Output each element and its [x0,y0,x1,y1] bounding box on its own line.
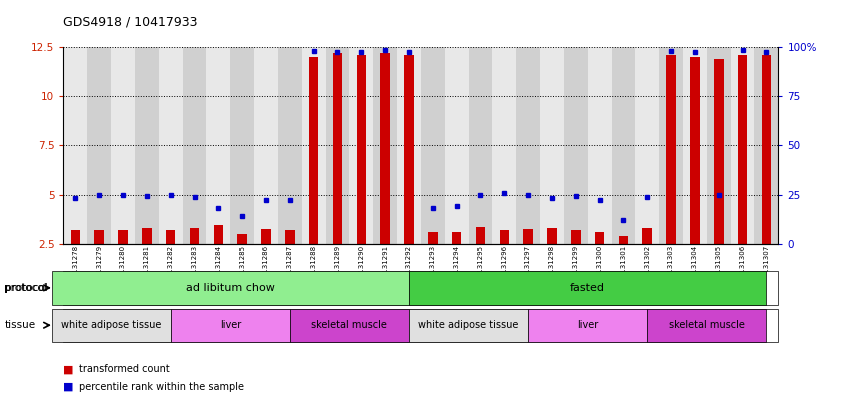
Bar [475,227,486,244]
Bar [238,234,247,244]
Text: liver: liver [220,320,241,330]
Bar [118,230,128,244]
Text: transformed count: transformed count [79,364,169,375]
Text: GDS4918 / 10417933: GDS4918 / 10417933 [63,16,198,29]
Text: percentile rank within the sample: percentile rank within the sample [79,382,244,392]
Bar [499,230,509,244]
Text: ■: ■ [63,364,74,375]
Bar [254,47,277,244]
Bar [667,55,676,244]
Bar [642,228,652,244]
Bar [524,229,533,244]
Text: protocol: protocol [4,283,47,293]
Bar [588,47,612,244]
Text: liver: liver [577,320,598,330]
Bar [595,232,604,244]
Bar [183,47,206,244]
Text: tissue: tissue [5,320,36,330]
Bar [87,47,111,244]
Bar [349,47,373,244]
Bar [563,47,588,244]
Bar [309,57,318,244]
Bar [714,59,723,244]
Bar [428,232,437,244]
Bar [63,47,87,244]
Bar [452,232,461,244]
Bar [683,47,706,244]
Bar [571,230,580,244]
Bar [755,47,778,244]
Bar [706,47,731,244]
Bar [618,236,629,244]
Text: ad libitum chow: ad libitum chow [186,283,275,293]
Bar [397,47,420,244]
Bar [731,47,755,244]
Bar [206,47,230,244]
Bar [404,55,414,244]
Bar [326,47,349,244]
Bar [635,47,659,244]
Bar [159,47,183,244]
Bar [469,47,492,244]
Bar [190,228,200,244]
Text: skeletal muscle: skeletal muscle [669,320,744,330]
Bar [445,47,469,244]
Bar [492,47,516,244]
Bar [547,228,557,244]
Bar [420,47,445,244]
Bar [373,47,397,244]
Text: protocol: protocol [5,283,48,293]
Bar [761,55,772,244]
Bar [166,230,175,244]
Text: fasted: fasted [570,283,605,293]
Bar [332,53,343,244]
Bar [111,47,135,244]
Bar [540,47,563,244]
Bar [690,57,700,244]
Bar [70,230,80,244]
Text: skeletal muscle: skeletal muscle [311,320,387,330]
Text: white adipose tissue: white adipose tissue [61,320,162,330]
Bar [135,47,159,244]
Bar [381,53,390,244]
Bar [612,47,635,244]
Bar [516,47,540,244]
Bar [285,230,294,244]
Bar [302,47,326,244]
Bar [95,230,104,244]
Bar [142,228,151,244]
Text: ■: ■ [63,382,74,392]
Bar [659,47,683,244]
Bar [277,47,302,244]
Bar [213,225,223,244]
Bar [738,55,747,244]
Text: white adipose tissue: white adipose tissue [419,320,519,330]
Bar [230,47,254,244]
Bar [261,229,271,244]
Bar [356,55,366,244]
